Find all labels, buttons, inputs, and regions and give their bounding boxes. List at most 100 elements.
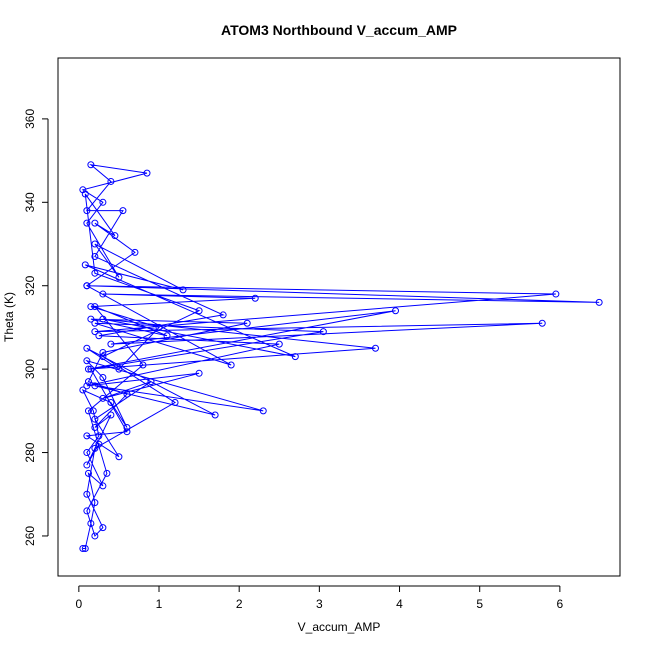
- data-point: [275, 340, 283, 348]
- data-point: [259, 407, 267, 415]
- x-tick-label: 5: [476, 597, 483, 611]
- data-point: [91, 424, 99, 432]
- plot-frame: [57, 57, 621, 577]
- data-point: [107, 398, 115, 406]
- data-point: [251, 294, 259, 302]
- data-point: [147, 378, 155, 386]
- data-point: [99, 373, 107, 381]
- data-point: [91, 253, 99, 261]
- data-point: [83, 282, 91, 290]
- data-point: [91, 303, 99, 311]
- data-point: [103, 469, 111, 477]
- x-tick-label: 6: [557, 597, 564, 611]
- x-tick-label: 0: [76, 597, 83, 611]
- y-tick-label: 300: [23, 359, 37, 379]
- data-point: [91, 382, 99, 390]
- data-point: [123, 390, 131, 398]
- data-point: [91, 328, 99, 336]
- data-point: [83, 344, 91, 352]
- data-point: [143, 169, 151, 177]
- data-point: [83, 432, 91, 440]
- data-point: [99, 198, 107, 206]
- data-point: [107, 340, 115, 348]
- y-tick-label: 340: [23, 192, 37, 212]
- data-point: [115, 273, 123, 281]
- data-point: [91, 415, 99, 423]
- data-point: [211, 411, 219, 419]
- data-point: [83, 382, 91, 390]
- data-point: [99, 353, 107, 361]
- data-point: [99, 482, 107, 490]
- data-point: [95, 332, 103, 340]
- data-point: [95, 432, 103, 440]
- data-point: [243, 319, 251, 327]
- data-point: [83, 490, 91, 498]
- data-point: [87, 365, 95, 373]
- data-point: [87, 315, 95, 323]
- data-point: [115, 453, 123, 461]
- data-point: [91, 319, 99, 327]
- data-point: [99, 394, 107, 402]
- x-axis-label: V_accum_AMP: [298, 620, 381, 634]
- data-point: [392, 307, 400, 315]
- y-tick-label: 280: [23, 442, 37, 462]
- data-point: [595, 298, 603, 306]
- data-point: [99, 524, 107, 532]
- data-point: [84, 469, 92, 477]
- data-point: [84, 378, 92, 386]
- data-point: [91, 444, 99, 452]
- data-point: [87, 303, 95, 311]
- y-tick-label: 320: [23, 275, 37, 295]
- data-point: [99, 348, 107, 356]
- data-point: [91, 532, 99, 540]
- data-point: [91, 219, 99, 227]
- data-point: [83, 461, 91, 469]
- data-point: [319, 328, 327, 336]
- data-point: [538, 319, 546, 327]
- data-point: [552, 290, 560, 298]
- data-point: [91, 499, 99, 507]
- data-point: [87, 161, 95, 169]
- data-point: [195, 369, 203, 377]
- y-tick-label: 260: [23, 526, 37, 546]
- data-point: [95, 440, 103, 448]
- data-point: [291, 353, 299, 361]
- data-point: [171, 398, 179, 406]
- data-point: [99, 315, 107, 323]
- data-line: [81, 164, 600, 549]
- data-point: [79, 386, 87, 394]
- data-point: [84, 365, 92, 373]
- x-tick-label: 2: [236, 597, 243, 611]
- data-point: [87, 519, 95, 527]
- x-tick-label: 3: [316, 597, 323, 611]
- data-point: [81, 190, 89, 198]
- data-point: [89, 407, 97, 415]
- data-point: [81, 261, 89, 269]
- data-point: [155, 323, 163, 331]
- y-axis-label: Theta (K): [2, 292, 16, 342]
- data-point: [99, 290, 107, 298]
- data-point: [111, 232, 119, 240]
- data-point: [371, 344, 379, 352]
- data-point: [107, 411, 115, 419]
- data-point: [123, 424, 131, 432]
- data-point: [179, 286, 187, 294]
- data-point: [123, 428, 131, 436]
- data-point: [115, 365, 123, 373]
- data-point: [83, 219, 91, 227]
- data-point: [83, 207, 91, 215]
- data-point: [83, 357, 91, 365]
- data-point: [107, 177, 115, 185]
- x-tick-label: 1: [156, 597, 163, 611]
- data-point: [91, 269, 99, 277]
- y-tick-label: 360: [23, 109, 37, 129]
- x-tick-label: 4: [396, 597, 403, 611]
- chart-title: ATOM3 Northbound V_accum_AMP: [221, 22, 457, 38]
- data-point: [84, 407, 92, 415]
- data-point: [139, 361, 147, 369]
- data-point: [219, 311, 227, 319]
- data-point: [119, 207, 127, 215]
